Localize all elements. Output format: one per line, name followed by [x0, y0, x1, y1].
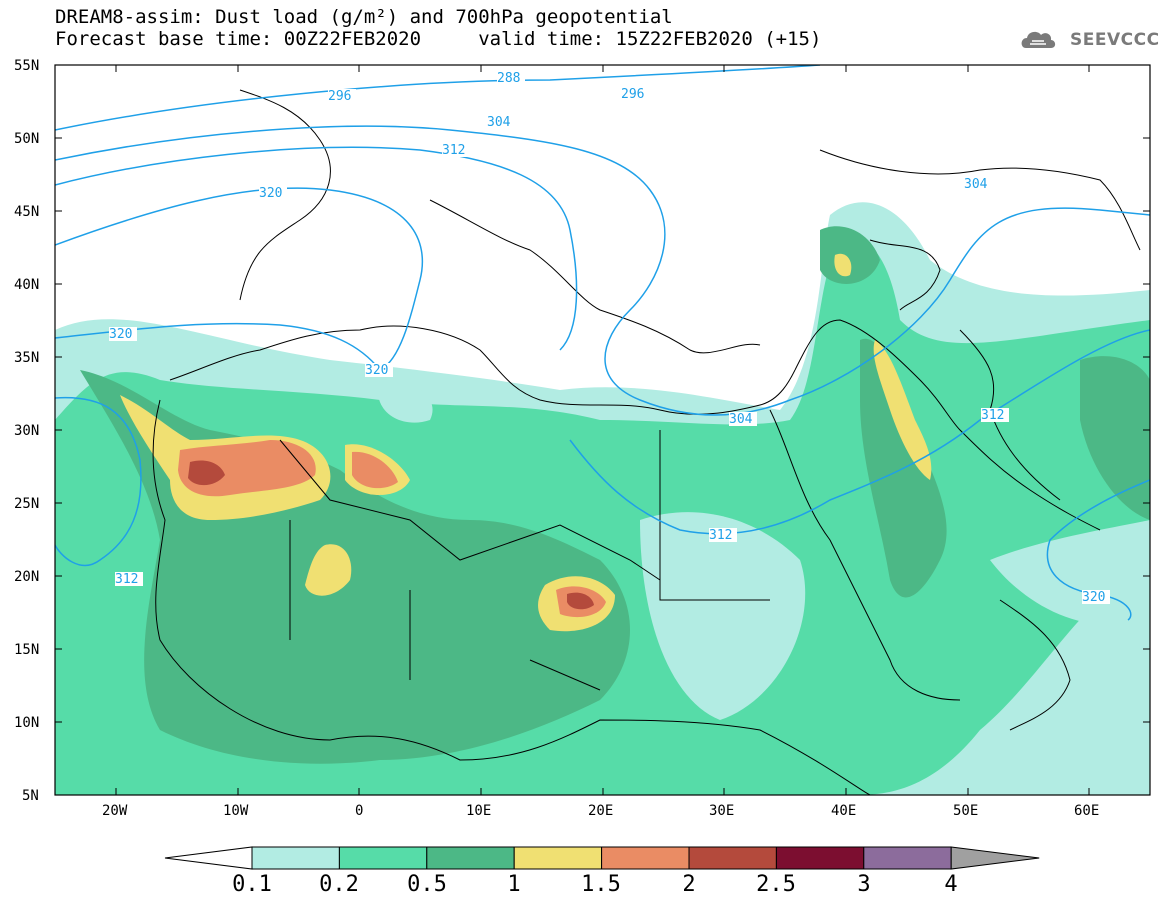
colorbar-label: 2 — [682, 872, 696, 897]
contour-label: 320 — [1082, 590, 1105, 605]
lon-label: 40E — [831, 803, 856, 819]
lat-label: 40N — [14, 277, 39, 293]
lon-label: 50E — [953, 803, 978, 819]
colorbar-bin — [863, 846, 952, 870]
lat-label: 20N — [14, 569, 39, 585]
lat-label: 15N — [14, 642, 39, 658]
colorbar-overflow — [950, 846, 1040, 870]
lon-label: 10E — [466, 803, 491, 819]
contour-labels: 288 296 296 304 312 320 320 320 312 304 … — [109, 71, 1110, 605]
lat-label: 55N — [14, 58, 39, 74]
lon-labels: 20W 10W 0 10E 20E 30E 40E 50E 60E — [102, 803, 1099, 819]
contour-label: 296 — [621, 87, 644, 102]
colorbar-bin — [513, 846, 603, 870]
lon-label: 0 — [355, 803, 363, 819]
colorbar-bin — [251, 846, 340, 870]
contour-label: 312 — [981, 408, 1004, 423]
lat-labels: 55N 50N 45N 40N 35N 30N 25N 20N 15N 10N … — [14, 58, 39, 804]
lat-axis — [55, 64, 1150, 723]
cloud-icon — [1021, 31, 1056, 48]
lat-label: 5N — [22, 788, 39, 804]
lat-label: 50N — [14, 131, 39, 147]
map-title-line1: DREAM8-assim: Dust load (g/m²) and 700hP… — [55, 6, 673, 28]
colorbar-bin — [601, 846, 690, 870]
lon-label: 20E — [588, 803, 613, 819]
contour-label: 312 — [709, 528, 732, 543]
lon-label: 20W — [102, 803, 128, 819]
contour-label: 304 — [964, 177, 988, 192]
colorbar — [164, 846, 1040, 870]
colorbar-bin — [426, 846, 515, 870]
geopotential-contours — [55, 65, 1150, 621]
colorbar-label: 0.2 — [319, 872, 359, 897]
lat-label: 30N — [14, 423, 39, 439]
dust-field — [55, 202, 1150, 795]
colorbar-bin — [338, 846, 428, 870]
colorbar-label: 4 — [944, 872, 958, 897]
lon-label: 10W — [223, 803, 249, 819]
colorbar-label: 0.1 — [232, 872, 272, 897]
contour-label: 320 — [259, 186, 282, 201]
colorbar-label: 1 — [507, 872, 521, 897]
contour-label: 320 — [109, 327, 132, 342]
contour-label: 296 — [328, 89, 351, 104]
lat-label: 45N — [14, 204, 39, 220]
lon-label: 60E — [1074, 803, 1099, 819]
contour-label: 312 — [442, 143, 465, 158]
contour-label: 320 — [365, 363, 388, 378]
colorbar-bin — [688, 846, 777, 870]
lat-label: 35N — [14, 350, 39, 366]
lon-label: 30E — [709, 803, 734, 819]
colorbar-label: 1.5 — [581, 872, 621, 897]
lat-label: 25N — [14, 496, 39, 512]
colorbar-label: 0.5 — [407, 872, 447, 897]
contour-label: 312 — [115, 572, 138, 587]
contour-label: 288 — [497, 71, 520, 86]
lat-label: 10N — [14, 715, 39, 731]
colorbar-label: 2.5 — [756, 872, 796, 897]
contour-label: 304 — [487, 115, 511, 130]
coastlines — [152, 89, 1141, 795]
seevccc-logo: SEEVCCC — [1070, 30, 1160, 50]
colorbar-bin — [775, 846, 865, 870]
map-title-line2: Forecast base time: 00Z22FEB2020 valid t… — [55, 28, 822, 50]
colorbar-label: 3 — [857, 872, 871, 897]
contour-label: 304 — [729, 412, 753, 427]
colorbar-underflow — [164, 846, 253, 870]
lon-axis — [115, 65, 1090, 795]
